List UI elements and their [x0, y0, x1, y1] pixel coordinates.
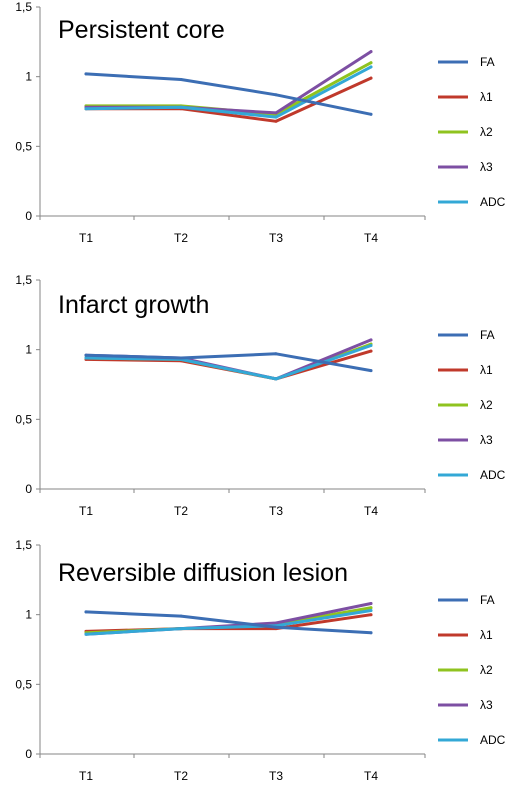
data-point [369, 631, 373, 635]
legend-label: λ3 [480, 698, 493, 712]
series-line-fa [84, 352, 373, 373]
legend-label: FA [480, 593, 495, 607]
y-tick-label: 0 [25, 482, 32, 496]
data-point [369, 349, 373, 353]
data-point [274, 625, 278, 629]
chart-panel-2: 0 0,5 1 1,5 T1 T2 T3 T4 Infarct growth FA λ1 λ2 λ3 AD… [15, 273, 505, 518]
data-point [369, 606, 373, 610]
data-point [84, 107, 88, 111]
data-point [369, 61, 373, 65]
data-point [369, 613, 373, 617]
data-point [274, 119, 278, 123]
data-point [179, 78, 183, 81]
y-tick-label: 1,5 [15, 0, 32, 14]
data-point [369, 76, 373, 80]
y-tick-label: 0,5 [15, 139, 32, 153]
series-line-fa [84, 72, 373, 116]
data-point [179, 614, 183, 618]
x-tick-label: T1 [79, 231, 93, 245]
y-tick-label: 0 [25, 209, 32, 223]
y-tick-label: 1 [25, 608, 32, 622]
y-tick-label: 0,5 [15, 412, 32, 426]
data-point [274, 115, 278, 119]
series-line-adc [84, 65, 373, 119]
x-tick-label: T4 [364, 769, 378, 783]
data-point [369, 602, 373, 605]
x-tick-label: T1 [79, 769, 93, 783]
chart-title: Reversible diffusion lesion [58, 559, 348, 587]
y-tick-label: 0,5 [15, 677, 32, 691]
legend-label: λ2 [480, 398, 493, 412]
chart-panel-1: 0 0,5 1 1,5 T1 T2 T3 T4 Persistent core FA λ1 λ2 λ3 A… [15, 0, 505, 245]
y-tick-label: 1 [25, 343, 32, 357]
legend-label: ADC [480, 468, 506, 482]
data-point [84, 356, 88, 360]
x-tick-label: T2 [174, 231, 188, 245]
x-tick-label: T2 [174, 769, 188, 783]
x-tick-label: T3 [269, 504, 283, 518]
chart-title: Infarct growth [58, 291, 209, 319]
legend-label: λ1 [480, 363, 493, 377]
legend-label: λ1 [480, 628, 493, 642]
legend-label: FA [480, 328, 495, 342]
x-tick-label: T2 [174, 504, 188, 518]
data-point [369, 344, 373, 347]
data-point [274, 93, 278, 97]
data-point [84, 610, 88, 614]
data-point [274, 352, 278, 356]
data-point [274, 377, 278, 381]
data-point [369, 112, 373, 116]
legend-label: λ3 [480, 433, 493, 447]
data-point [369, 50, 373, 54]
data-point [84, 632, 88, 636]
data-point [179, 105, 183, 109]
data-point [369, 369, 373, 373]
legend-label: λ1 [480, 90, 493, 104]
y-tick-label: 0 [25, 747, 32, 761]
data-point [369, 338, 373, 342]
x-tick-label: T4 [364, 231, 378, 245]
data-point [84, 353, 88, 357]
legend-label: λ2 [480, 663, 493, 677]
legend-label: λ3 [480, 160, 493, 174]
chart-panel-3: 0 0,5 1 1,5 T1 T2 T3 T4 Reversible diffusion les… [15, 538, 505, 783]
data-point [84, 72, 88, 76]
series-line-adc [84, 609, 373, 636]
x-tick-label: T1 [79, 504, 93, 518]
legend-label: ADC [480, 195, 506, 209]
x-tick-label: T3 [269, 769, 283, 783]
y-tick-label: 1 [25, 70, 32, 84]
data-point [274, 621, 278, 625]
x-tick-label: T4 [364, 504, 378, 518]
data-point [179, 356, 183, 360]
y-tick-label: 1,5 [15, 273, 32, 287]
series-line-λ3 [84, 50, 373, 115]
legend-label: FA [480, 55, 495, 69]
y-tick-label: 1,5 [15, 538, 32, 552]
data-point [179, 627, 183, 631]
series-line-fa [84, 610, 373, 635]
data-point [369, 609, 373, 612]
x-tick-label: T3 [269, 231, 283, 245]
data-point [369, 65, 373, 69]
chart-title: Persistent core [58, 16, 225, 44]
data-point [274, 111, 278, 115]
legend-label: ADC [480, 733, 506, 747]
legend-label: λ2 [480, 125, 493, 139]
